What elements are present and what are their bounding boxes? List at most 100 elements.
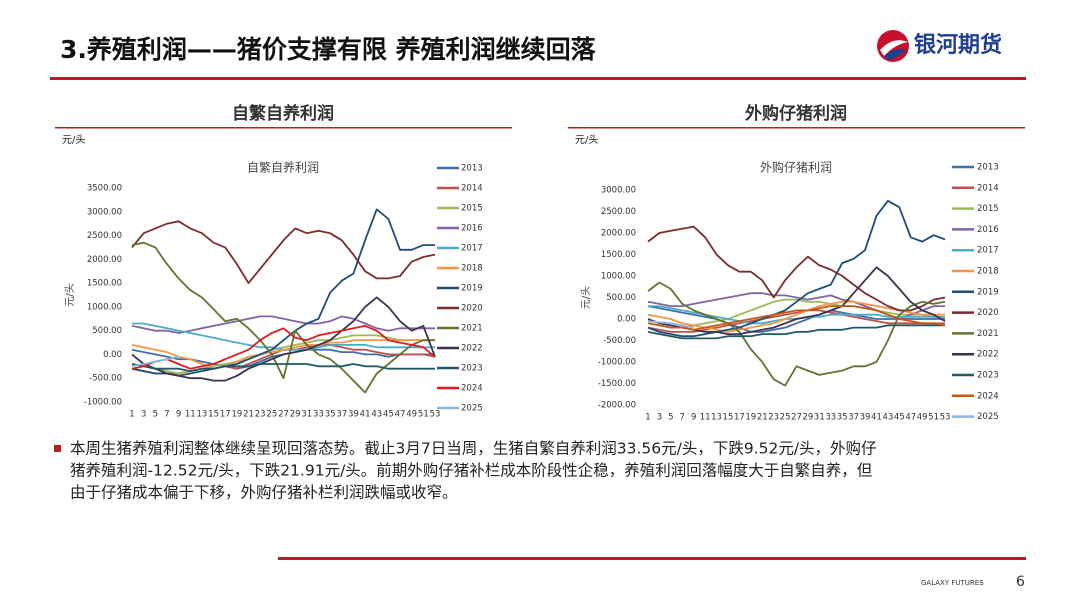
x-tick-label: 1 — [129, 410, 134, 420]
x-tick-label: 35 — [837, 413, 848, 423]
legend-label: 2016 — [977, 225, 999, 235]
x-tick-label: 25 — [780, 413, 791, 423]
x-tick-label: 21 — [243, 410, 254, 420]
x-tick-label: 1 — [645, 413, 650, 423]
series-line — [131, 296, 436, 382]
y-tick-label: 500.00 — [606, 293, 636, 303]
legend-label: 2023 — [977, 371, 999, 381]
x-tick-label: 9 — [176, 410, 181, 420]
y-tick-label: 3000.00 — [601, 186, 636, 196]
y-tick-label: 1000.00 — [601, 272, 636, 282]
series-line — [131, 208, 435, 377]
y-tick-label: -500.00 — [603, 336, 636, 346]
x-tick-label: 39 — [348, 410, 359, 420]
x-tick-label: 37 — [848, 413, 859, 423]
x-tick-label: 49 — [917, 413, 928, 423]
x-tick-label: 17 — [734, 413, 745, 423]
x-tick-label: 5 — [153, 410, 158, 420]
series-line — [647, 305, 946, 331]
x-tick-label: 27 — [278, 410, 289, 420]
series-line — [647, 324, 945, 340]
x-tick-label: 3 — [141, 410, 146, 420]
y-tick-label: 0.00 — [103, 350, 122, 360]
legend-label: 2025 — [461, 404, 483, 414]
x-tick-label: 41 — [360, 410, 371, 420]
y-tick-label: -1000.00 — [84, 398, 122, 408]
y-tick-label: 1500.00 — [87, 279, 122, 289]
x-tick-label: 41 — [871, 413, 882, 423]
x-tick-label: 39 — [860, 413, 871, 423]
x-tick-label: 33 — [825, 413, 836, 423]
legend-label: 2014 — [461, 184, 483, 194]
x-tick-label: 29 — [290, 410, 301, 420]
body-line: 猪养殖利润-12.52元/头，下跌21.91元/头。前期外购仔猪补栏成本阶段性企… — [70, 461, 872, 480]
y-tick-label: 0.00 — [617, 315, 636, 325]
y-tick-label: 2000.00 — [87, 255, 122, 265]
y-tick-label: -1500.00 — [598, 379, 636, 389]
series-line — [647, 320, 694, 329]
y-tick-label: 1500.00 — [601, 250, 636, 260]
logo-swoosh — [884, 48, 906, 60]
x-tick-label: 11 — [185, 410, 196, 420]
legend-label: 2015 — [461, 204, 483, 214]
y-tick-label: -2000.00 — [598, 401, 636, 411]
legend-label: 2018 — [977, 267, 999, 277]
legend-label: 2013 — [977, 163, 999, 173]
body-line: 本周生猪养殖利润整体继续呈现回落态势。截止3月7日当周，生猪自繁自养利润33.5… — [70, 439, 877, 458]
legend-label: 2021 — [461, 324, 483, 334]
chart-heading: 自繁自养利润 — [232, 103, 334, 124]
y-tick-label: 500.00 — [92, 326, 122, 336]
logo-text: 银河期货 — [914, 32, 1002, 58]
x-tick-label: 13 — [711, 413, 722, 423]
legend-label: 2023 — [461, 364, 483, 374]
bullet — [54, 445, 61, 452]
x-tick-label: 37 — [336, 410, 347, 420]
x-tick-label: 45 — [383, 410, 394, 420]
chart-title: 自繁自养利润 — [247, 160, 319, 175]
body-line: 由于仔猪成本偏于下移，外购仔猪补栏利润跌幅或收窄。 — [70, 484, 458, 502]
legend-label: 2017 — [461, 244, 483, 254]
x-tick-label: 21 — [757, 413, 768, 423]
series-line — [131, 220, 436, 284]
y-tick-label: 3500.00 — [87, 184, 122, 194]
x-tick-label: 15 — [208, 410, 219, 420]
logo-swoosh — [880, 40, 908, 56]
legend-label: 2013 — [461, 164, 483, 174]
x-tick-label: 3 — [657, 413, 662, 423]
y-tick-label: 2500.00 — [87, 231, 122, 241]
y-tick-label: 2500.00 — [601, 207, 636, 217]
heading-rule — [55, 127, 512, 129]
legend-label: 2019 — [977, 287, 999, 297]
series-line — [131, 339, 435, 370]
x-tick-label: 9 — [691, 413, 696, 423]
slide-title: 3.养殖利润——猪价支撑有限 养殖利润继续回落 — [60, 35, 597, 64]
x-tick-label: 51 — [928, 413, 939, 423]
x-tick-label: 7 — [164, 410, 169, 420]
legend-label: 2014 — [977, 183, 999, 193]
series-line — [647, 199, 946, 338]
x-tick-label: 23 — [768, 413, 779, 423]
unit-label: 元/头 — [62, 134, 85, 146]
chart-heading: 外购仔猪利润 — [745, 103, 847, 124]
footer-rule — [278, 557, 1026, 560]
x-tick-label: 43 — [882, 413, 893, 423]
unit-label: 元/头 — [575, 134, 598, 146]
x-tick-label: 35 — [325, 410, 336, 420]
x-tick-label: 23 — [255, 410, 266, 420]
title-rule — [50, 77, 1026, 80]
series-line — [131, 241, 435, 394]
x-tick-label: 31 — [814, 413, 825, 423]
y-tick-label: -1000.00 — [598, 358, 636, 368]
legend-label: 2022 — [461, 344, 483, 354]
series-line — [647, 305, 945, 333]
legend-label: 2020 — [461, 304, 483, 314]
y-tick-label: -500.00 — [89, 374, 122, 384]
chart-title: 外购仔猪利润 — [760, 160, 832, 175]
x-tick-label: 53 — [940, 413, 951, 423]
series-line — [131, 325, 436, 370]
x-tick-label: 17 — [220, 410, 231, 420]
legend-label: 2020 — [977, 308, 999, 318]
series-line — [647, 298, 945, 329]
y-tick-label: 3000.00 — [87, 207, 122, 217]
